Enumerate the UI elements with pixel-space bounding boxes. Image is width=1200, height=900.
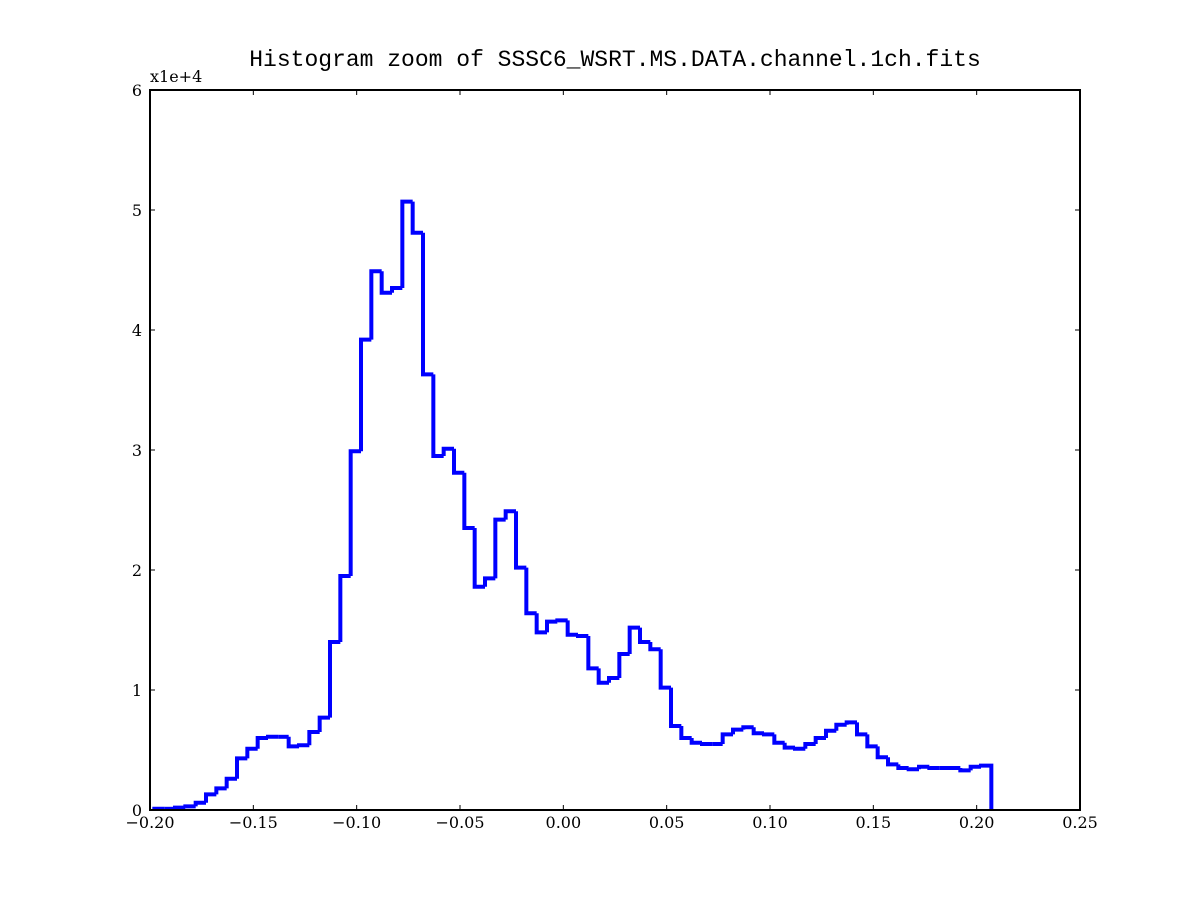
histogram-step: [235, 756, 248, 779]
histogram-step: [607, 676, 620, 683]
histogram-step: [844, 720, 858, 725]
histogram-step: [565, 620, 579, 637]
histogram-step: [286, 736, 300, 749]
histogram-step: [627, 625, 641, 654]
histogram-step: [855, 722, 868, 737]
y-tick-label: 6: [132, 81, 142, 100]
histogram-step: [348, 449, 362, 576]
histogram-step: [917, 764, 930, 770]
histogram-step: [483, 576, 496, 587]
histogram-step: [865, 734, 878, 749]
histogram-step: [751, 727, 765, 736]
histogram-step: [421, 232, 434, 377]
histogram-step: [658, 649, 672, 690]
histogram-step: [524, 567, 537, 616]
plot-frame: [149, 89, 1081, 811]
y-tick-label: 3: [132, 441, 142, 460]
histogram-step: [762, 732, 775, 737]
histogram-step: [462, 472, 475, 530]
histogram-step: [338, 574, 351, 642]
histogram-step: [679, 726, 692, 740]
histogram-step: [576, 634, 589, 638]
x-tick-label: −0.20: [125, 813, 174, 832]
y-tick-label: 2: [132, 561, 142, 580]
histogram-step: [297, 743, 310, 748]
histogram-step: [596, 668, 610, 685]
histogram-step: [224, 776, 238, 789]
y-tick-label: 1: [132, 681, 142, 700]
x-tick-label: 0.10: [752, 813, 788, 832]
histogram-step: [793, 746, 806, 751]
histogram-step: [245, 746, 258, 759]
histogram-step: [493, 517, 506, 579]
histogram-step: [307, 730, 320, 746]
x-tick-label: −0.10: [332, 813, 381, 832]
y-tick-label: 5: [132, 201, 142, 220]
histogram-step: [534, 613, 548, 635]
histogram-step: [452, 448, 465, 475]
histogram-step: [813, 736, 827, 744]
histogram-step: [617, 652, 630, 678]
histogram-step: [472, 528, 486, 589]
histogram-step: [441, 446, 455, 456]
histogram-step: [514, 511, 527, 570]
x-tick-label: −0.15: [229, 813, 278, 832]
histogram-step: [700, 742, 713, 746]
x-tick-label: 0.25: [1062, 813, 1098, 832]
histogram-step: [328, 640, 341, 718]
y-tick-label: 0: [132, 801, 142, 820]
histogram-step: [173, 805, 186, 810]
x-tick-label: 0.00: [546, 813, 582, 832]
histogram-step: [927, 766, 940, 770]
x-tick-label: 0.05: [649, 813, 685, 832]
histogram-step: [255, 736, 269, 749]
histogram-step: [979, 763, 994, 810]
histogram-step: [669, 687, 682, 728]
histogram-step: [886, 757, 899, 767]
histogram-step: [803, 742, 816, 749]
histogram-step: [896, 764, 909, 770]
histogram-step: [586, 636, 599, 671]
histogram-step: [193, 800, 207, 807]
histogram-step: [359, 337, 372, 452]
y-tick-label: 4: [132, 321, 142, 340]
chart-title: Histogram zoom of SSSC6_WSRT.MS.DATA.cha…: [249, 47, 981, 73]
histogram-step: [875, 746, 889, 760]
histogram-step: [689, 738, 703, 745]
histogram-step: [400, 199, 413, 288]
x-tick-label: 0.20: [959, 813, 995, 832]
histogram-step: [266, 734, 279, 739]
histogram-step: [824, 728, 837, 738]
histogram-step: [410, 201, 424, 235]
histogram-step: [204, 792, 217, 803]
histogram-step: [958, 768, 971, 773]
histogram-step: [214, 786, 227, 795]
histogram-step: [834, 722, 847, 731]
histogram-step: [183, 804, 196, 809]
histogram-step: [720, 732, 734, 744]
histogram-step: [772, 734, 785, 745]
y-offset-label: x1e+4: [150, 67, 202, 86]
x-tick-label: −0.05: [435, 813, 484, 832]
histogram-step: [390, 286, 403, 293]
histogram-step: [379, 271, 393, 295]
histogram-step: [317, 715, 331, 732]
histogram-step: [555, 618, 568, 623]
histogram-step: [968, 764, 982, 771]
histogram-step: [782, 742, 796, 750]
histogram-step: [545, 619, 558, 633]
histogram-step: [431, 374, 444, 458]
histogram-step: [369, 269, 382, 340]
histogram-step: [906, 767, 920, 772]
histogram-step: [648, 642, 661, 652]
histogram-step: [503, 509, 517, 520]
histogram-step: [638, 627, 651, 644]
histogram-step: [741, 725, 754, 730]
histogram-step: [731, 727, 744, 735]
x-tick-label: 0.15: [856, 813, 892, 832]
